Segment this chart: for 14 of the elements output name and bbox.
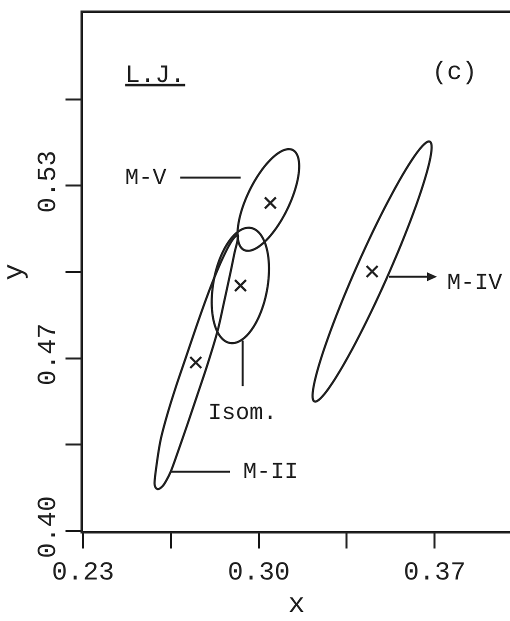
annotation: M-IV <box>447 270 502 296</box>
annotation: M-V <box>125 165 167 191</box>
x-axis-title: x <box>288 590 305 621</box>
annotation: M-II <box>243 459 298 485</box>
y-tick-label: 0.40 <box>33 496 64 558</box>
annotation: (c) <box>432 58 478 87</box>
x-tick-label: 0.37 <box>403 558 466 588</box>
x-tick-label: 0.30 <box>228 558 290 588</box>
x-tick-label: 0.23 <box>52 558 114 588</box>
y-axis-title: y <box>0 264 31 280</box>
text: L.J. <box>125 60 186 90</box>
annotation: Isom. <box>208 400 278 426</box>
y-tick-label: 0.47 <box>33 323 64 386</box>
y-tick-label: 0.53 <box>33 150 64 213</box>
